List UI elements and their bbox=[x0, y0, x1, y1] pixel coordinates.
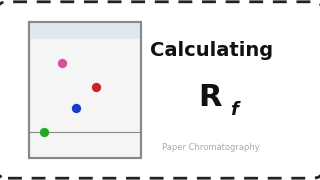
Text: Calculating: Calculating bbox=[150, 41, 273, 60]
FancyBboxPatch shape bbox=[0, 2, 320, 178]
Bar bbox=[29, 22, 141, 158]
Text: Paper Chromatography: Paper Chromatography bbox=[162, 143, 260, 152]
Bar bbox=[29, 22, 141, 39]
Point bbox=[93, 86, 99, 89]
Point bbox=[60, 61, 65, 64]
Point bbox=[42, 131, 47, 134]
Text: f: f bbox=[230, 101, 238, 119]
Point bbox=[73, 106, 78, 109]
Text: R: R bbox=[198, 83, 222, 112]
Bar bbox=[29, 22, 141, 158]
